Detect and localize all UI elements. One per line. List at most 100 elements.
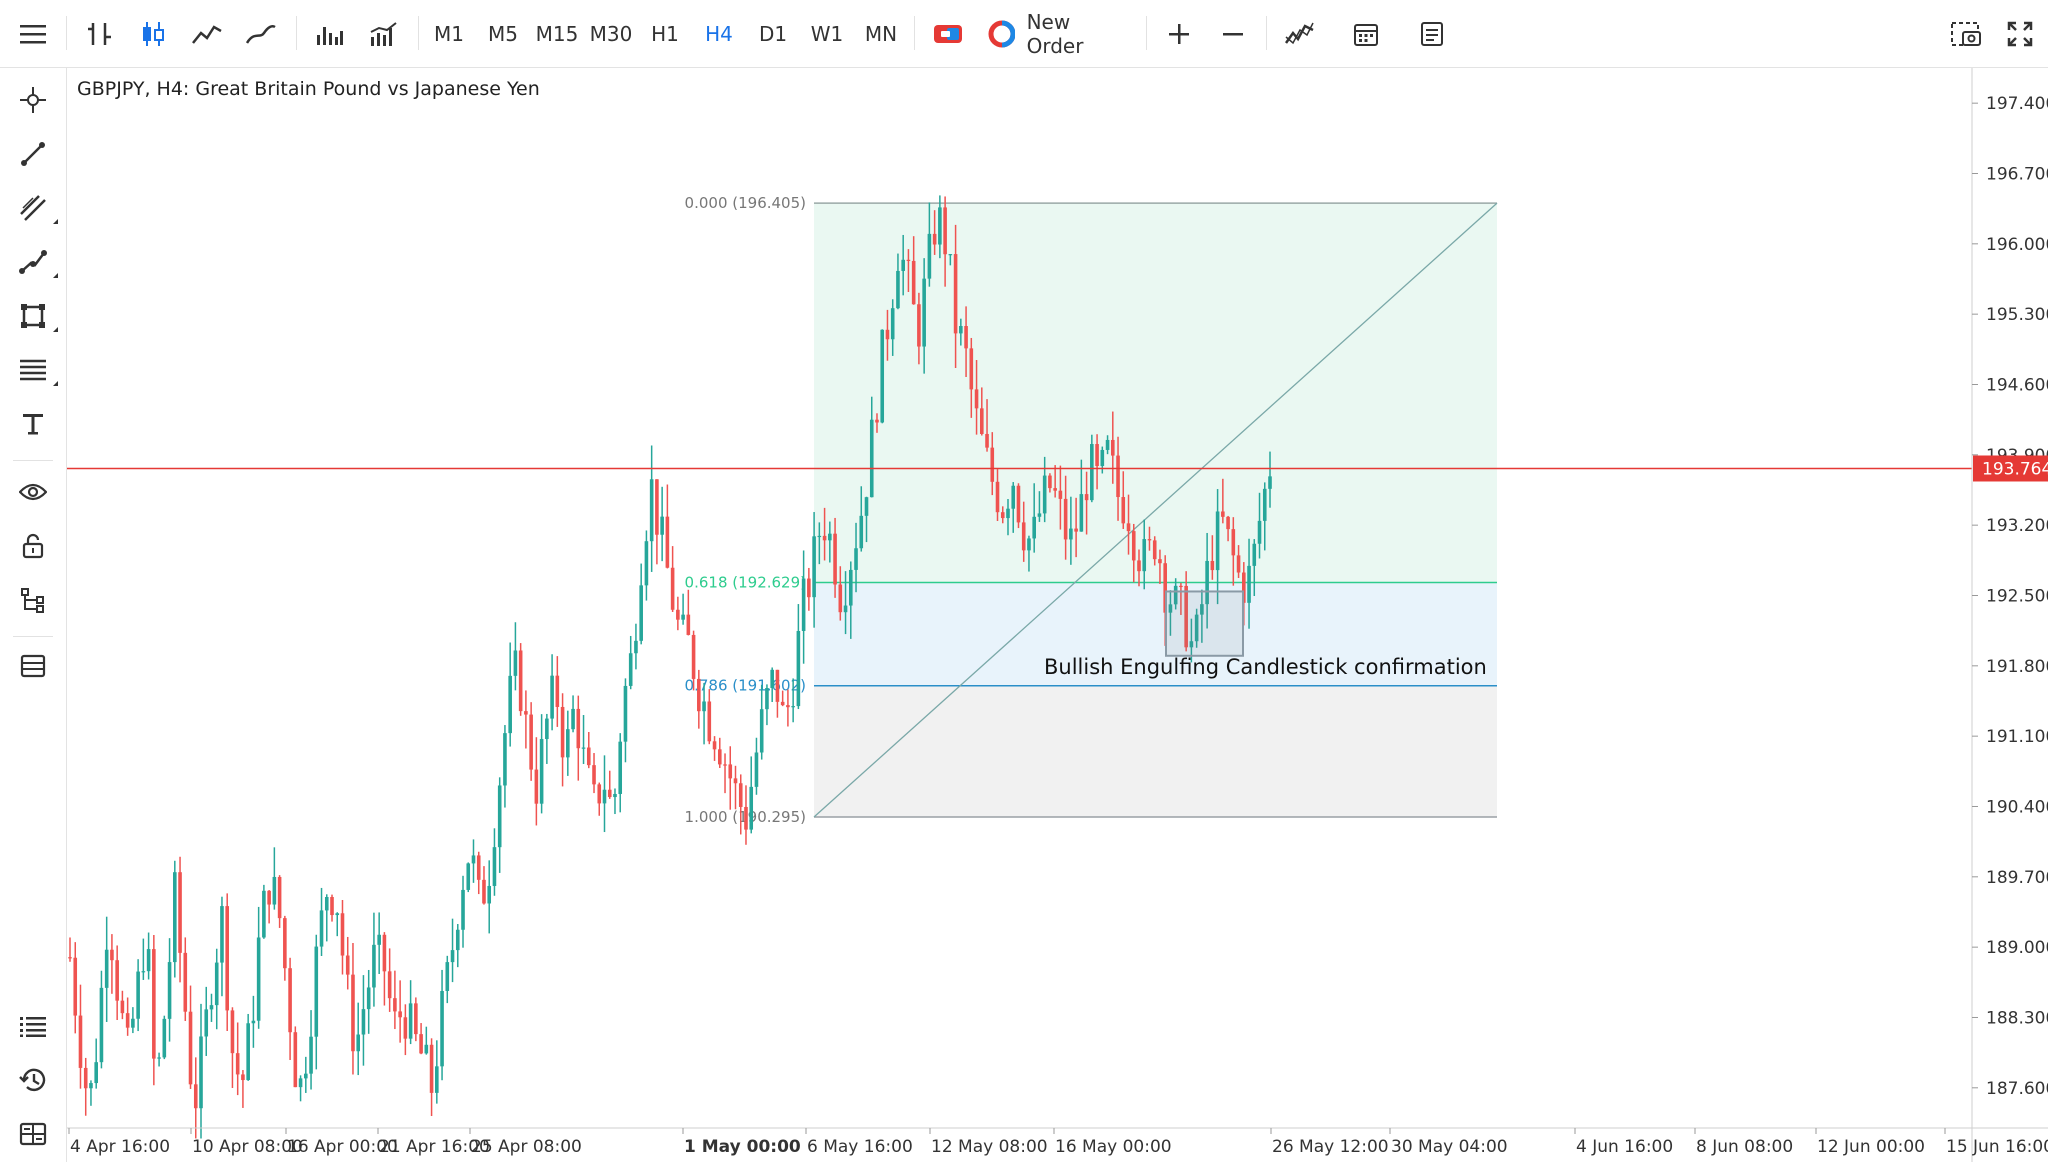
candle-body xyxy=(655,479,659,535)
candle-body xyxy=(173,872,177,963)
candle-body xyxy=(199,1036,203,1109)
candle-body xyxy=(896,270,900,309)
menu-icon[interactable] xyxy=(12,0,54,67)
tf-m15[interactable]: M15 xyxy=(535,21,579,46)
volume-icon[interactable] xyxy=(308,0,350,67)
tf-w1[interactable]: W1 xyxy=(810,21,844,46)
time-tick-label: 8 Jun 08:00 xyxy=(1696,1137,1793,1157)
visibility-icon[interactable] xyxy=(0,470,66,514)
polyline-icon[interactable] xyxy=(0,240,66,284)
candle-body xyxy=(670,567,675,610)
calendar-icon[interactable] xyxy=(1344,0,1388,67)
templates-icon[interactable] xyxy=(1410,0,1454,67)
candle-body xyxy=(403,1017,408,1039)
chart-title: GBPJPY, H4: Great Britain Pound vs Japan… xyxy=(77,78,540,100)
tf-h4[interactable]: H4 xyxy=(705,21,733,46)
list-icon[interactable] xyxy=(0,1004,66,1048)
candle-body xyxy=(99,987,104,1063)
tf-mn[interactable]: MN xyxy=(864,21,898,46)
candle-body xyxy=(513,650,518,676)
candle-body xyxy=(1011,485,1016,509)
candle-body xyxy=(393,998,397,1012)
tick-volume-icon[interactable] xyxy=(362,0,404,67)
candle-body xyxy=(875,419,879,423)
history-icon[interactable] xyxy=(0,1058,66,1102)
candle-body xyxy=(188,1011,193,1085)
candle-body xyxy=(1236,555,1241,573)
candlestick-chart-icon[interactable] xyxy=(132,0,174,67)
candle-body xyxy=(1090,444,1094,501)
candle-body xyxy=(717,749,722,765)
candle-body xyxy=(539,739,544,804)
candle-body xyxy=(424,1044,429,1054)
candle-body xyxy=(152,949,156,1059)
time-tick-label: 26 May 12:00 xyxy=(1272,1137,1389,1157)
zoom-out-icon[interactable] xyxy=(1212,0,1254,67)
candle-body xyxy=(1179,585,1183,588)
time-tick-label: 10 Apr 08:00 xyxy=(192,1137,303,1157)
screenshot-icon[interactable] xyxy=(1944,0,1988,67)
candle-body xyxy=(125,1013,130,1028)
candle-body xyxy=(985,433,989,448)
candle-body xyxy=(1152,540,1157,560)
candle-body xyxy=(1126,523,1131,532)
candle-body xyxy=(419,1034,423,1054)
candle-body xyxy=(597,784,602,804)
channel-icon[interactable] xyxy=(0,186,66,230)
candle-body xyxy=(1027,538,1031,551)
candle-body xyxy=(969,348,974,390)
candle-body xyxy=(1226,516,1230,530)
object-tree-icon[interactable] xyxy=(0,578,66,622)
candle-body xyxy=(277,876,282,919)
candle-body xyxy=(848,569,853,606)
candle-body xyxy=(115,960,119,1001)
bar-chart-icon[interactable] xyxy=(78,0,120,67)
new-order-button[interactable]: New Order xyxy=(988,0,1128,67)
candle-body xyxy=(623,685,628,742)
candle-body xyxy=(482,879,486,904)
candle-body xyxy=(1231,529,1236,556)
candle-body xyxy=(927,233,932,279)
candle-body xyxy=(230,1010,235,1054)
tf-m30[interactable]: M30 xyxy=(589,21,633,46)
candle-body xyxy=(859,515,864,549)
candle-body xyxy=(476,855,481,880)
area-chart-icon[interactable] xyxy=(240,0,282,67)
tf-m5[interactable]: M5 xyxy=(488,21,518,46)
candle-body xyxy=(1110,439,1115,456)
candle-body xyxy=(120,1000,125,1014)
zoom-in-icon[interactable] xyxy=(1158,0,1200,67)
candle-body xyxy=(676,609,680,620)
fullscreen-icon[interactable] xyxy=(1998,0,2042,67)
lock-icon[interactable] xyxy=(0,524,66,568)
candle-body xyxy=(592,765,596,785)
candle-body xyxy=(283,918,287,969)
crosshair-icon[interactable] xyxy=(0,78,66,122)
candle-body xyxy=(1063,498,1068,540)
candle-body xyxy=(560,706,565,758)
candle-body xyxy=(131,1018,135,1028)
candle-body xyxy=(461,889,465,930)
time-tick-label: 6 May 16:00 xyxy=(807,1137,913,1157)
tf-d1[interactable]: D1 xyxy=(758,21,788,46)
candle-body xyxy=(1105,439,1110,450)
text-tool-icon[interactable] xyxy=(0,402,66,446)
candle-body xyxy=(807,578,811,598)
line-chart-icon[interactable] xyxy=(186,0,228,67)
shapes-icon[interactable] xyxy=(0,294,66,338)
candle-body xyxy=(880,329,885,423)
tf-m1[interactable]: M1 xyxy=(434,21,464,46)
trend-line-icon[interactable] xyxy=(0,132,66,176)
candle-body xyxy=(938,207,942,245)
fibonacci-icon[interactable] xyxy=(0,348,66,392)
price-chart[interactable]: 0.000 (196.405)0.618 (192.629)0.786 (191… xyxy=(67,68,2048,1162)
candle-body xyxy=(1116,455,1120,498)
layers-icon[interactable] xyxy=(0,644,66,688)
tf-h1[interactable]: H1 xyxy=(651,21,679,46)
one-click-trading-icon[interactable] xyxy=(926,0,970,67)
data-window-icon[interactable] xyxy=(0,1112,66,1156)
candle-body xyxy=(136,971,140,1019)
candle-body xyxy=(634,640,638,654)
indicators-icon[interactable] xyxy=(1278,0,1322,67)
fib-zone-618-786 xyxy=(814,582,1497,686)
